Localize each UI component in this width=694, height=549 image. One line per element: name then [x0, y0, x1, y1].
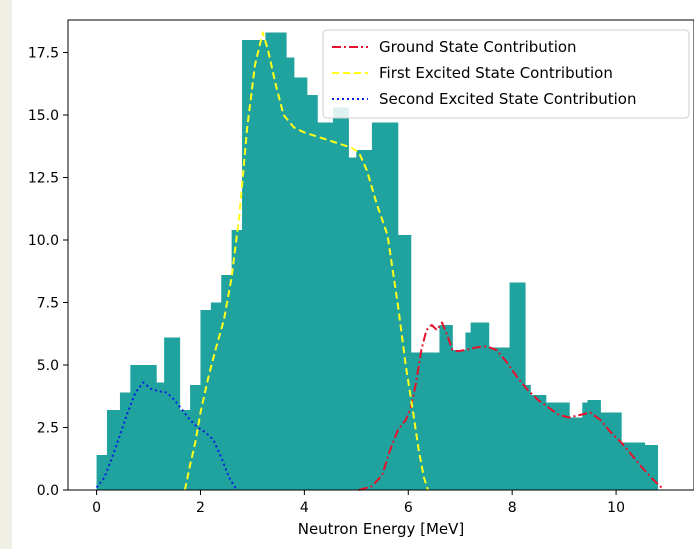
chart-svg: 0 2 4 6 8 10 0.0 2.5 5.0 7.5 10.0 12.5 15.0 17.5 Neu… — [12, 0, 694, 549]
legend: Ground State Contribution First Excited S… — [323, 30, 689, 118]
histogram-bar-31 — [530, 395, 546, 490]
histogram-bar-19 — [349, 158, 357, 491]
histogram-bar-15 — [294, 78, 307, 491]
x-tick-label-1: 2 — [196, 500, 205, 516]
y-tick-label-1: 2.5 — [37, 421, 59, 437]
histogram-bar-0 — [97, 455, 108, 490]
x-tick-label-0: 0 — [92, 500, 101, 516]
histogram-bar-14 — [286, 58, 294, 491]
x-tick-label-2: 4 — [300, 500, 309, 516]
legend-entry-0: Ground State Contribution — [379, 38, 577, 56]
histogram-bar-20 — [356, 150, 372, 490]
histogram-bar-7 — [190, 385, 201, 490]
histogram-bar-21 — [372, 123, 398, 491]
histogram-bar-16 — [307, 95, 318, 490]
histogram-bar-8 — [200, 310, 211, 490]
x-axis: 0 2 4 6 8 10 — [92, 490, 625, 516]
histogram-bar-36 — [588, 400, 601, 490]
histogram-bar-32 — [546, 403, 562, 491]
y-axis: 0.0 2.5 5.0 7.5 10.0 12.5 15.0 17.5 — [28, 46, 68, 500]
y-tick-label-3: 7.5 — [37, 296, 59, 312]
histogram-bar-24 — [439, 325, 452, 490]
histogram-bar-23 — [411, 353, 440, 491]
histogram-bar-9 — [211, 303, 222, 491]
legend-entry-1: First Excited State Contribution — [379, 64, 613, 82]
x-tick-label-4: 8 — [508, 500, 517, 516]
histogram-bar-13 — [265, 33, 286, 491]
histogram-bar-34 — [569, 418, 582, 491]
x-tick-label-5: 10 — [607, 500, 625, 516]
legend-entry-2: Second Excited State Contribution — [379, 90, 636, 108]
x-axis-label: Neutron Energy [MeV] — [298, 520, 465, 538]
histogram-bar-5 — [164, 338, 180, 491]
y-tick-label-0: 0.0 — [37, 483, 59, 499]
y-tick-label-5: 12.5 — [28, 171, 59, 187]
histogram-bar-30 — [525, 385, 531, 490]
histogram-bar-26 — [465, 333, 471, 491]
histogram-bar-29 — [510, 283, 526, 491]
histogram-bar-35 — [582, 403, 588, 491]
histogram-bar-25 — [452, 350, 465, 490]
y-tick-label-2: 5.0 — [37, 358, 59, 374]
histogram-bar-17 — [317, 123, 333, 491]
histogram-bar-6 — [180, 410, 191, 490]
histogram-bar-12 — [242, 40, 266, 490]
x-tick-label-3: 6 — [404, 500, 413, 516]
figure: 0 2 4 6 8 10 0.0 2.5 5.0 7.5 10.0 12.5 15.0 17.5 Neu… — [12, 0, 694, 549]
histogram-bar-2 — [120, 393, 131, 491]
histogram-bar-4 — [156, 383, 164, 491]
y-tick-label-4: 10.0 — [28, 233, 59, 249]
histogram-bar-1 — [107, 410, 120, 490]
y-tick-label-6: 15.0 — [28, 108, 59, 124]
histogram-bar-28 — [489, 348, 510, 491]
histogram-bar-18 — [333, 108, 349, 491]
y-tick-label-7: 17.5 — [28, 46, 59, 62]
